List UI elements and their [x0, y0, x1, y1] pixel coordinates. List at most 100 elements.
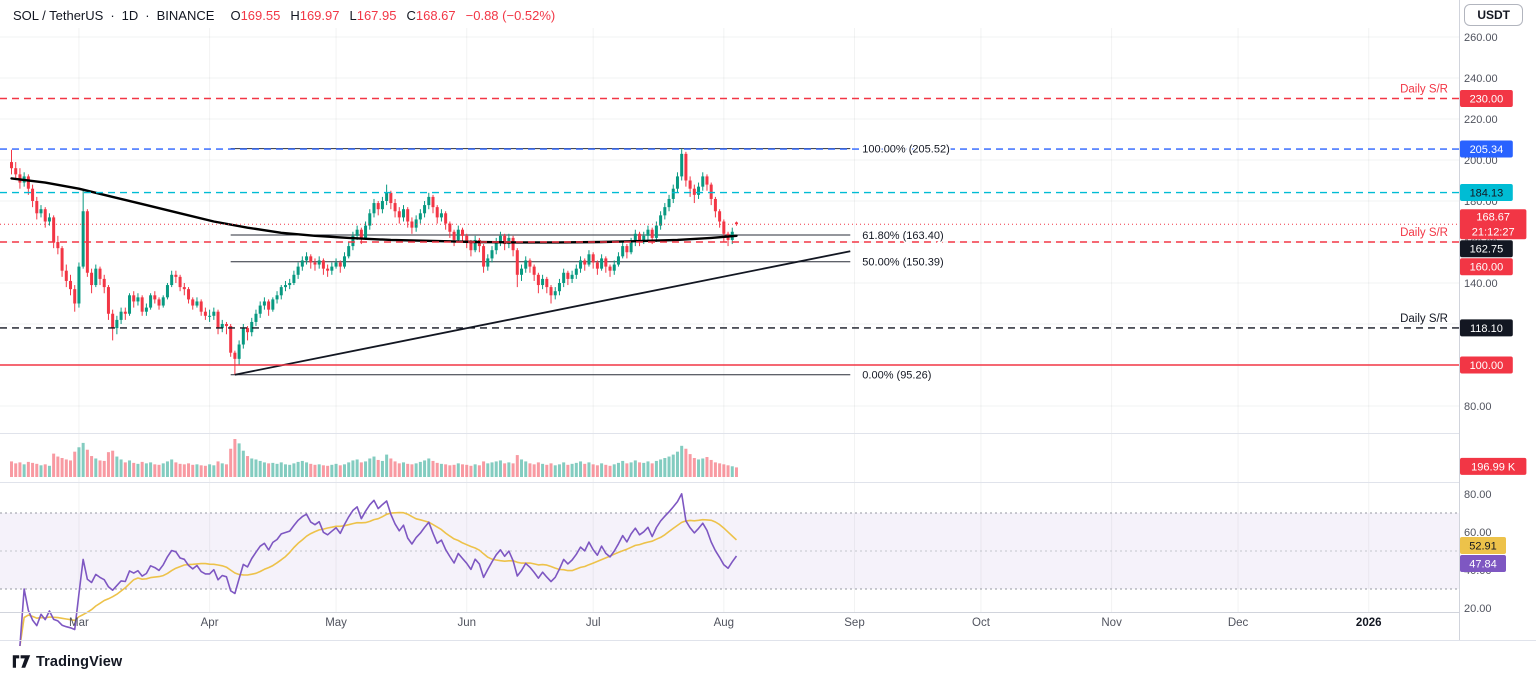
candle-body	[157, 299, 161, 306]
last-price-badge-text: 21:12:27	[1472, 227, 1515, 239]
rsi-ma-badge	[1460, 536, 1506, 554]
candle-body	[692, 188, 696, 195]
volume-bar	[330, 464, 334, 477]
candle-body	[199, 301, 203, 312]
candle-body	[393, 203, 397, 212]
rsi-axis-label: 20.00	[1464, 603, 1492, 615]
volume-bar	[503, 463, 507, 477]
volume-bar	[410, 464, 414, 477]
volume-bar	[486, 463, 490, 477]
volume-bar	[646, 461, 650, 477]
volume-bar	[149, 462, 153, 477]
candle-body	[380, 201, 384, 210]
candle-body	[406, 209, 410, 222]
candle-body	[106, 287, 110, 314]
candle-body	[136, 297, 140, 302]
volume-bar	[376, 459, 380, 477]
volume-bar	[675, 451, 679, 477]
candle-body	[579, 260, 583, 269]
candle-body	[465, 235, 469, 242]
volume-bar	[477, 465, 481, 477]
volume-bar	[157, 464, 161, 477]
candle-body	[709, 184, 713, 199]
candle-body	[14, 168, 18, 175]
candle-body	[81, 211, 85, 267]
close-label: C	[406, 7, 416, 23]
candle-body	[283, 285, 287, 288]
candle-body	[389, 192, 393, 204]
volume-bar	[423, 460, 427, 477]
candle-body	[659, 215, 663, 226]
candle-body	[439, 213, 443, 218]
candle-body	[330, 266, 334, 271]
candle-body	[473, 239, 477, 251]
volume-bar	[726, 465, 730, 477]
volume-bar	[351, 460, 355, 477]
open-value: 169.55	[240, 7, 281, 23]
candle-body	[532, 266, 536, 275]
ma-value-badge-text: 162.75	[1470, 244, 1504, 256]
interval-label[interactable]: 1D	[121, 7, 139, 23]
candle-body	[165, 285, 169, 298]
volume-bar	[494, 461, 498, 477]
tradingview-logo[interactable]: TradingView	[12, 654, 122, 670]
candle-body	[423, 205, 427, 214]
volume-bar	[574, 462, 578, 477]
volume-bar	[224, 464, 228, 477]
ma-value-badge	[1460, 240, 1513, 258]
candle-body	[638, 233, 642, 240]
candle-body	[621, 246, 625, 257]
volume-bar	[730, 466, 734, 477]
candle-body	[549, 287, 553, 296]
volume-bar	[461, 464, 465, 477]
volume-bar	[671, 454, 675, 477]
volume-bar	[81, 442, 85, 477]
price-badge	[1460, 184, 1513, 202]
candle-body	[688, 180, 692, 189]
volume-bar	[697, 459, 701, 477]
fib-level-label: 0.00% (95.26)	[862, 370, 931, 382]
volume-bar	[136, 463, 140, 477]
volume-bar	[612, 464, 616, 477]
volume-bar	[216, 461, 220, 477]
volume-bar	[688, 454, 692, 477]
candle-body	[128, 295, 132, 314]
candle-body	[633, 233, 637, 242]
volume-bar	[557, 464, 561, 477]
ohlc-high: H169.97	[290, 8, 339, 23]
volume-bar	[621, 460, 625, 477]
volume-bar	[406, 463, 410, 477]
volume-bar	[43, 464, 47, 477]
candle-body	[705, 176, 709, 185]
currency-toggle-button[interactable]: USDT	[1464, 4, 1523, 26]
candle-body	[300, 260, 304, 267]
volume-bar	[553, 465, 557, 477]
candle-body	[115, 319, 119, 329]
volume-bar	[380, 460, 384, 477]
time-axis-label: 2026	[1356, 617, 1382, 629]
candle-body	[663, 207, 667, 216]
volume-bar	[431, 460, 435, 477]
price-pane[interactable]	[0, 28, 1459, 433]
volume-bar	[178, 463, 182, 477]
candle-body	[461, 229, 465, 236]
candle-body	[220, 324, 224, 329]
volume-badge	[1460, 457, 1527, 475]
candle-body	[625, 246, 629, 253]
price-badge	[1460, 319, 1513, 337]
candle-body	[26, 176, 30, 189]
volume-bar	[435, 462, 439, 477]
time-axis-label: Jun	[457, 617, 476, 629]
candle-body	[144, 307, 148, 312]
sr-label: Daily S/R	[1400, 227, 1448, 239]
candle-body	[216, 311, 220, 329]
volume-bar	[90, 456, 94, 477]
rsi-line	[19, 492, 738, 647]
candle-body	[94, 268, 98, 286]
volume-bar	[545, 464, 549, 477]
symbol-name[interactable]: SOL / TetherUS	[13, 7, 104, 23]
time-axis-label: Oct	[972, 617, 991, 629]
volume-bar	[359, 462, 363, 477]
time-axis-label: Aug	[714, 617, 734, 629]
